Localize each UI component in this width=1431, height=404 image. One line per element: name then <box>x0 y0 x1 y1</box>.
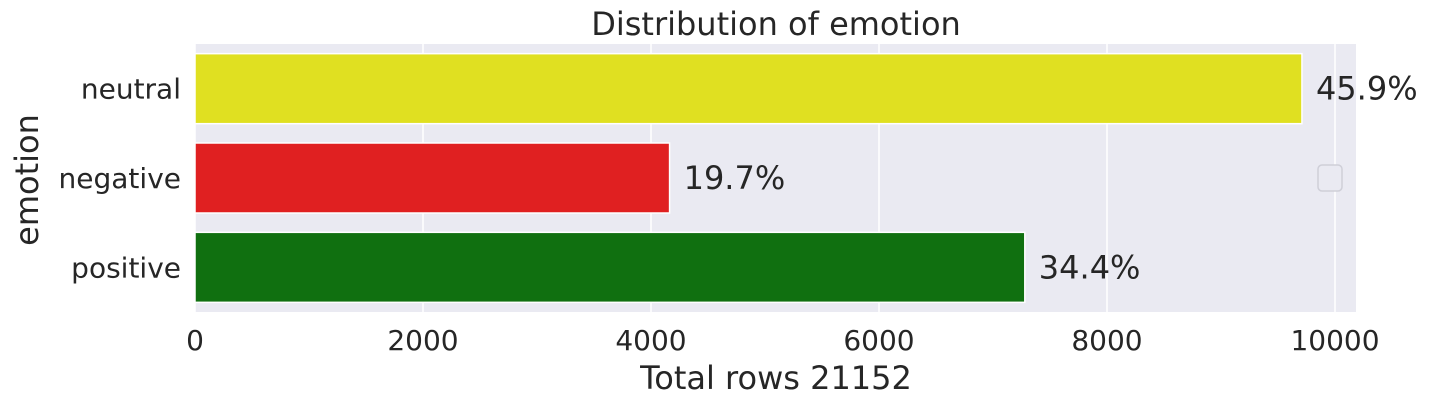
bars <box>194 52 1303 304</box>
x-axis-label: Total rows 21152 <box>639 359 912 397</box>
x-tick-label: 6000 <box>843 324 914 357</box>
x-tick-label: 0 <box>186 324 204 357</box>
y-tick-label: negative <box>59 162 181 195</box>
x-tick-label: 8000 <box>1071 324 1142 357</box>
chart-title: Distribution of emotion <box>591 5 961 43</box>
legend-box <box>1317 164 1343 192</box>
bar-negative <box>194 142 671 214</box>
x-tick-labels: 0 2000 4000 6000 8000 10000 <box>186 324 1379 357</box>
x-tick-label: 4000 <box>615 324 686 357</box>
bar-positive <box>194 231 1026 304</box>
bar-value-label: 34.4% <box>1039 248 1141 286</box>
bar-neutral <box>194 52 1303 125</box>
y-axis-label: emotion <box>8 114 46 246</box>
bar-value-label: 45.9% <box>1316 70 1418 108</box>
bar-value-label: 19.7% <box>684 159 786 197</box>
bar-value-labels: 45.9% 19.7% 34.4% <box>684 70 1418 287</box>
x-tick-label: 2000 <box>387 324 458 357</box>
x-tick-label: 10000 <box>1290 324 1379 357</box>
y-tick-labels: neutral negative positive <box>59 73 181 285</box>
y-tick-label: positive <box>71 251 181 284</box>
y-tick-label: neutral <box>81 73 181 106</box>
